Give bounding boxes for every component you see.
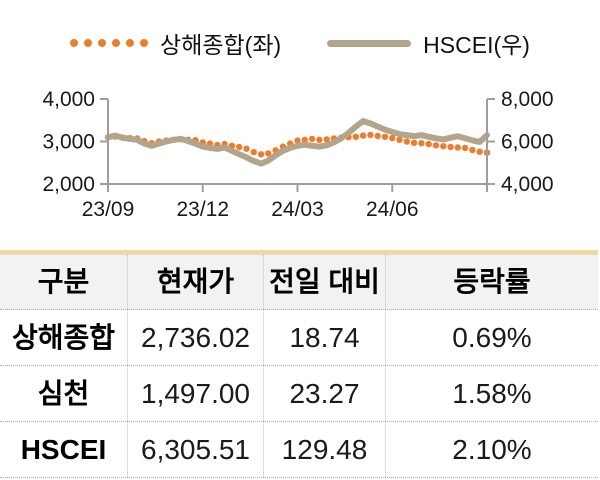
- legend-item-hscei: HSCEI(우): [327, 26, 530, 60]
- table-row-shenzhen: 심천 1,497.00 23.27 1.58%: [0, 366, 598, 422]
- chart-legend: 상해종합(좌) HSCEI(우): [0, 20, 600, 66]
- solid-line-marker-icon: [327, 39, 412, 47]
- table-header-row: 구분 현재가 전일 대비 등락률: [0, 255, 598, 310]
- cell-pct: 2.10%: [452, 433, 532, 465]
- cell-price: 2,736.02: [128, 310, 264, 365]
- svg-text:3,000: 3,000: [42, 131, 95, 154]
- header-cell-change: 전일 대비: [264, 255, 386, 309]
- legend-item-shanghai: 상해종합(좌): [70, 26, 281, 60]
- svg-text:4,000: 4,000: [42, 88, 95, 111]
- svg-text:23/12: 23/12: [176, 198, 229, 221]
- cell-name: 상해종합: [0, 310, 128, 365]
- cell-pct: 1.58%: [452, 377, 532, 409]
- cell-name: HSCEI: [0, 422, 128, 477]
- svg-text:24/06: 24/06: [366, 198, 419, 221]
- index-table: 구분 현재가 전일 대비 등락률 상해종합 2,736.02 18.74 0.6…: [0, 250, 598, 478]
- dotted-line-marker-icon: [70, 39, 149, 47]
- cell-pct: 0.69%: [452, 321, 532, 353]
- cell-change: 23.27: [264, 366, 386, 421]
- table-row-hscei: HSCEI 6,305.51 129.48 2.10%: [0, 422, 598, 478]
- dual-axis-line-chart: 4,000 3,000 2,000 8,000 6,000 4,000 23/09 23/12…: [0, 84, 600, 234]
- cell-change: 129.48: [264, 422, 386, 477]
- header-cell-price: 현재가: [128, 255, 264, 309]
- chart-svg: 4,000 3,000 2,000 8,000 6,000 4,000 23/09 23/12…: [42, 88, 554, 221]
- svg-text:6,000: 6,000: [501, 131, 554, 154]
- header-cell-category: 구분: [0, 255, 128, 309]
- cell-price: 6,305.51: [128, 422, 264, 477]
- svg-text:8,000: 8,000: [501, 88, 554, 111]
- svg-text:4,000: 4,000: [501, 173, 554, 196]
- table-row-shanghai: 상해종합 2,736.02 18.74 0.69%: [0, 310, 598, 366]
- svg-text:24/03: 24/03: [271, 198, 324, 221]
- legend-label-shanghai: 상해종합(좌): [160, 32, 282, 58]
- svg-text:2,000: 2,000: [42, 173, 95, 196]
- cell-change: 18.74: [264, 310, 386, 365]
- svg-text:23/09: 23/09: [82, 198, 135, 221]
- cell-name: 심천: [0, 366, 128, 421]
- legend-label-hscei: HSCEI(우): [423, 32, 530, 58]
- cell-price: 1,497.00: [128, 366, 264, 421]
- header-cell-pct: 등락률: [453, 266, 531, 297]
